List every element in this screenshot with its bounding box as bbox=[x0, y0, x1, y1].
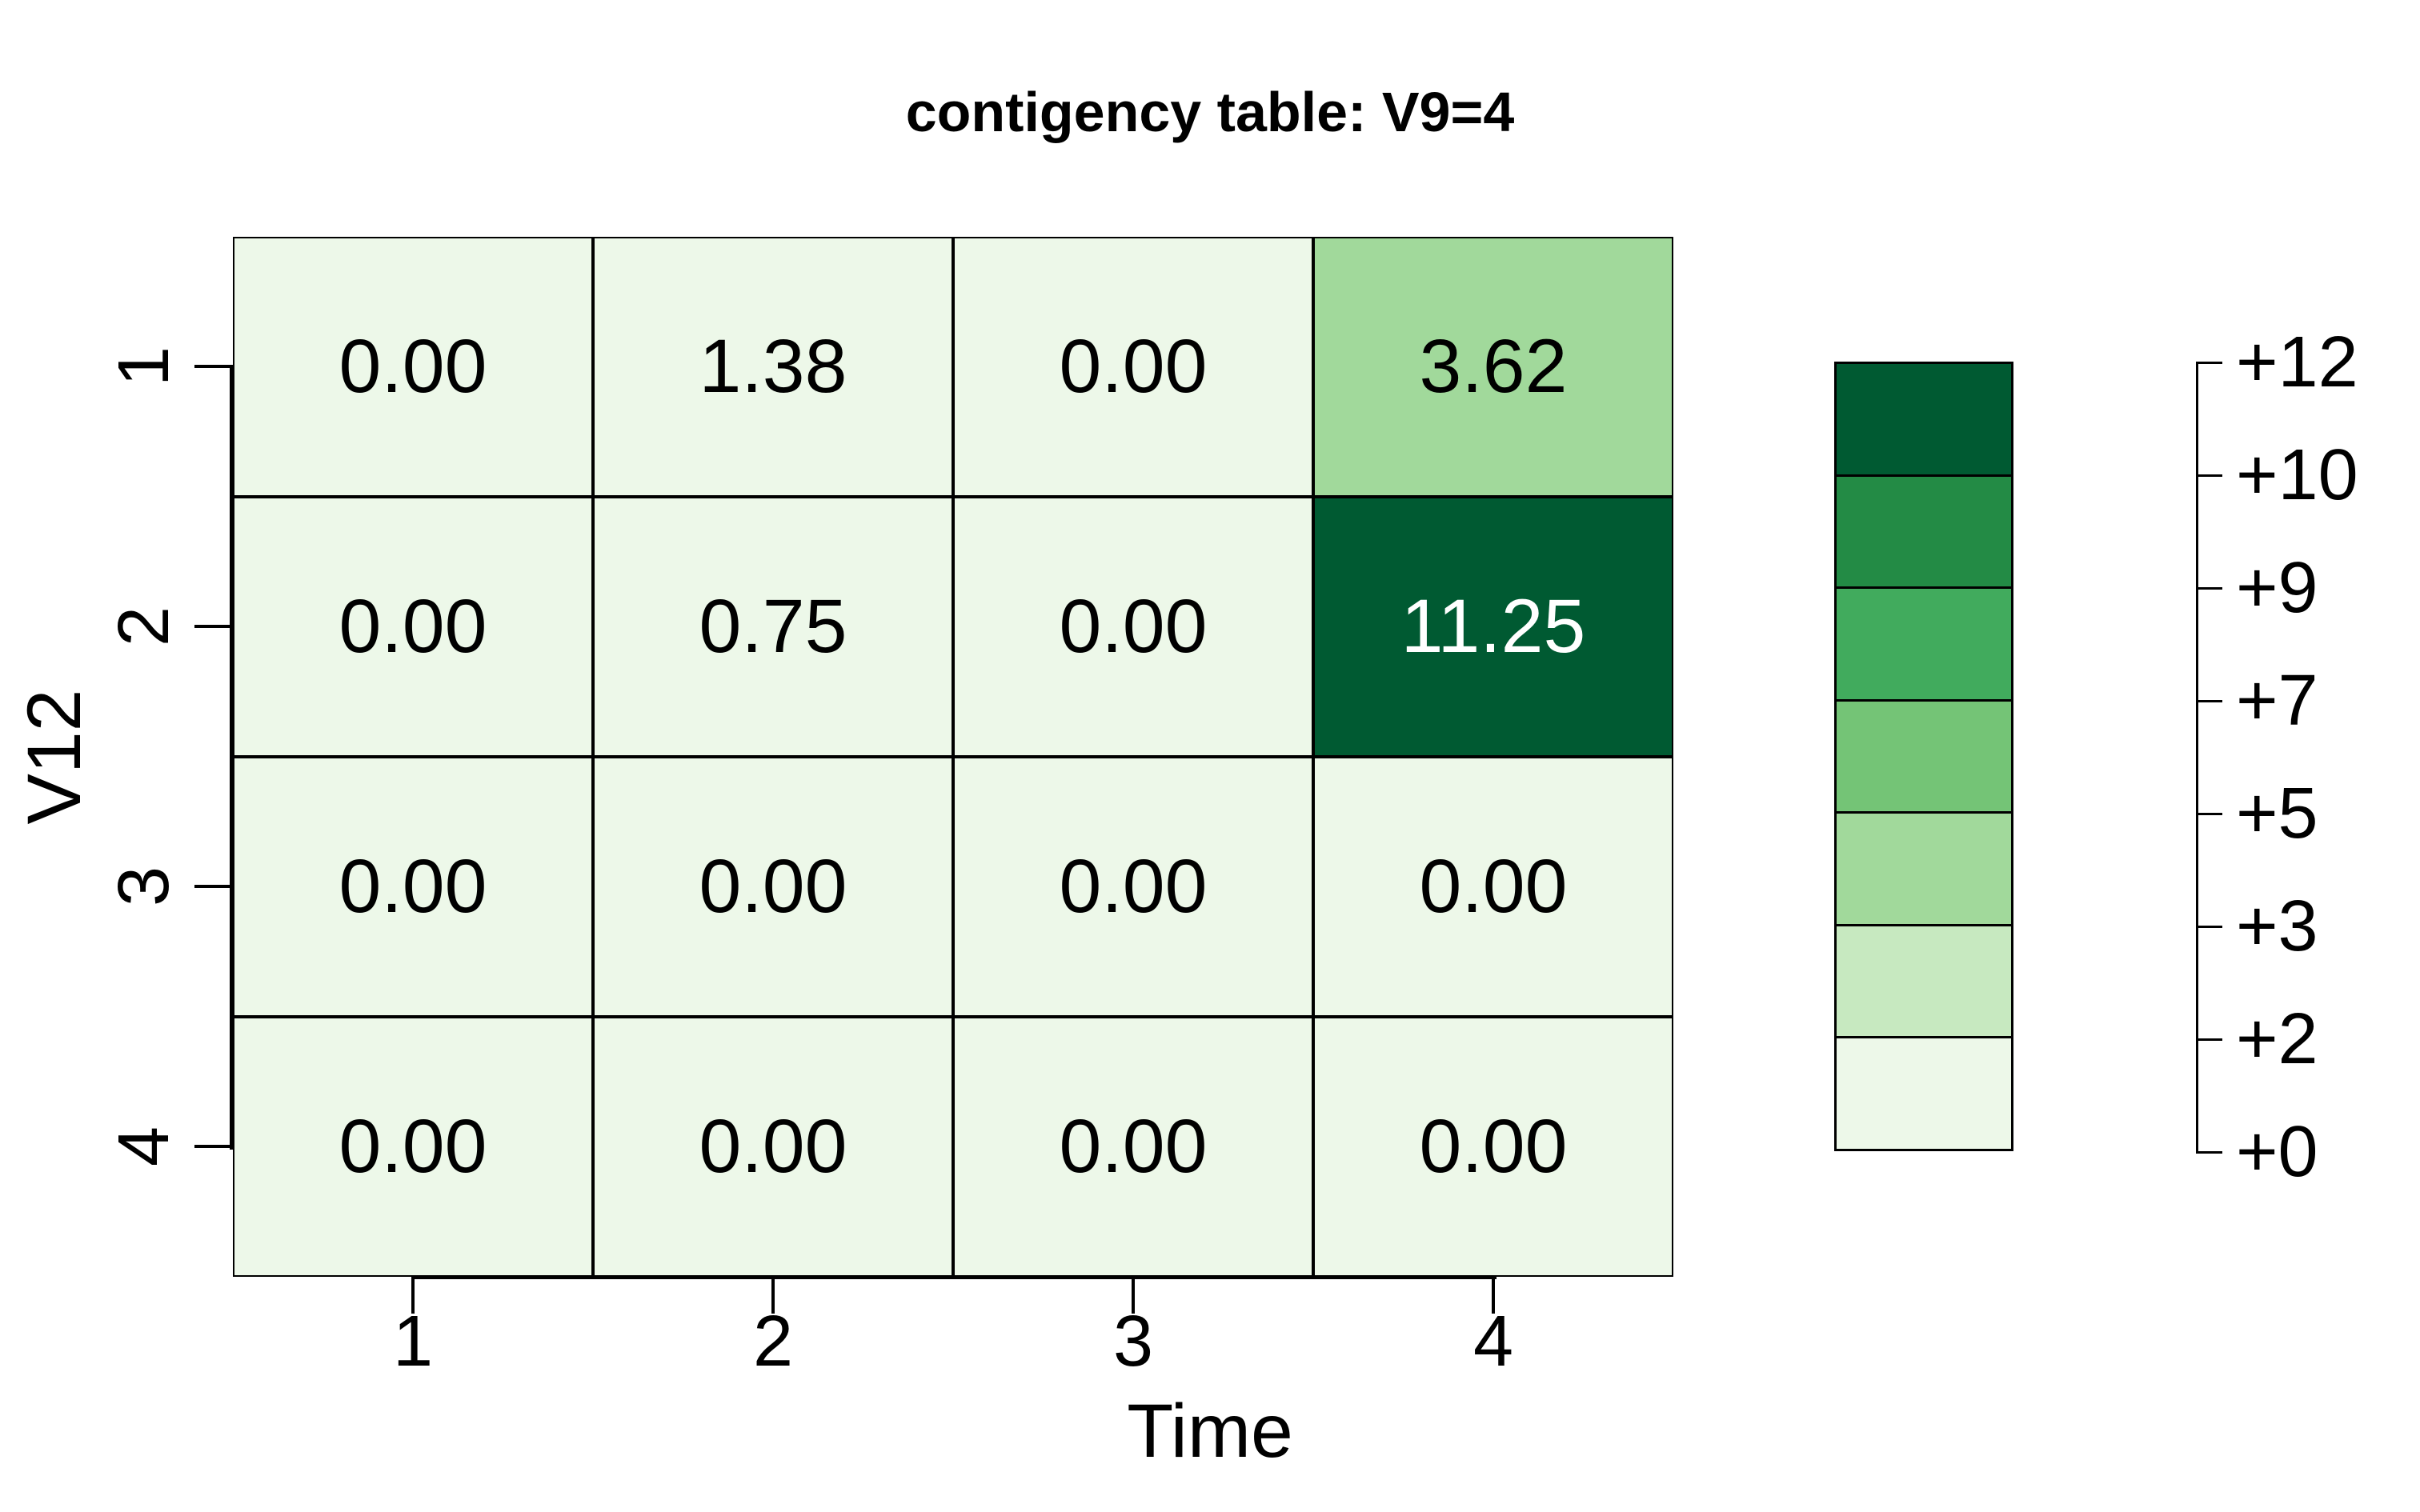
y-axis-tick-3 bbox=[194, 885, 233, 888]
y-axis-line bbox=[230, 365, 234, 1150]
legend-tick-2 bbox=[2196, 474, 2222, 477]
x-tick-label-1: 1 bbox=[392, 1302, 434, 1382]
legend-tick-7 bbox=[2196, 1038, 2222, 1041]
x-axis-title: Time bbox=[1127, 1389, 1293, 1474]
heatmap-cell-r2c3: 0.00 bbox=[953, 497, 1313, 757]
legend-label-3: +9 bbox=[2236, 548, 2318, 628]
legend-color-block-2 bbox=[1837, 474, 2011, 587]
legend-label-7: +2 bbox=[2236, 999, 2318, 1079]
legend-tick-4 bbox=[2196, 700, 2222, 702]
legend-label-1: +12 bbox=[2236, 322, 2358, 402]
legend-color-block-3 bbox=[1837, 586, 2011, 699]
y-axis-tick-1 bbox=[194, 365, 233, 368]
y-tick-label-3: 3 bbox=[104, 866, 184, 907]
heatmap-cell-r1c1: 0.00 bbox=[233, 237, 593, 497]
x-axis-line bbox=[411, 1275, 1496, 1279]
heatmap-cell-r4c4: 0.00 bbox=[1313, 1017, 1673, 1277]
legend-color-block-6 bbox=[1837, 923, 2011, 1037]
legend-tick-1 bbox=[2196, 362, 2222, 364]
chart-title: contigency table: V9=4 bbox=[905, 81, 1515, 143]
legend-axis-line bbox=[2196, 362, 2198, 1154]
y-tick-label-1: 1 bbox=[104, 346, 184, 387]
legend-color-block-7 bbox=[1837, 1036, 2011, 1150]
heatmap-cell-r1c2: 1.38 bbox=[593, 237, 953, 497]
x-axis-tick-3 bbox=[1132, 1277, 1135, 1314]
legend-color-block-1 bbox=[1837, 364, 2011, 474]
heatmap-cell-r2c2: 0.75 bbox=[593, 497, 953, 757]
heatmap-grid: 0.00 1.38 0.00 3.62 0.00 0.75 0.00 11.25… bbox=[233, 237, 1673, 1277]
x-tick-label-2: 2 bbox=[752, 1302, 794, 1382]
legend-color-block-5 bbox=[1837, 811, 2011, 924]
y-axis-tick-2 bbox=[194, 625, 233, 628]
legend-label-4: +7 bbox=[2236, 661, 2318, 741]
x-tick-label-3: 3 bbox=[1112, 1302, 1154, 1382]
y-tick-label-4: 4 bbox=[104, 1126, 184, 1167]
x-tick-label-4: 4 bbox=[1472, 1302, 1514, 1382]
heatmap-cell-r1c3: 0.00 bbox=[953, 237, 1313, 497]
heatmap-cell-r3c1: 0.00 bbox=[233, 757, 593, 1017]
heatmap-cell-r4c3: 0.00 bbox=[953, 1017, 1313, 1277]
legend-tick-6 bbox=[2196, 926, 2222, 928]
heatmap-cell-r4c2: 0.00 bbox=[593, 1017, 953, 1277]
legend-tick-8 bbox=[2196, 1151, 2222, 1154]
heatmap-cell-r2c1: 0.00 bbox=[233, 497, 593, 757]
legend-label-8: +0 bbox=[2236, 1112, 2318, 1192]
legend-label-6: +3 bbox=[2236, 886, 2318, 966]
y-axis-title: V12 bbox=[12, 689, 97, 825]
legend-colorbar bbox=[1834, 362, 2013, 1151]
y-axis-tick-4 bbox=[194, 1145, 233, 1148]
legend-label-5: +5 bbox=[2236, 774, 2318, 854]
heatmap-cell-r3c3: 0.00 bbox=[953, 757, 1313, 1017]
heatmap-cell-r3c4: 0.00 bbox=[1313, 757, 1673, 1017]
legend-label-2: +10 bbox=[2236, 435, 2358, 515]
x-axis-tick-4 bbox=[1492, 1277, 1495, 1314]
y-tick-label-2: 2 bbox=[104, 606, 184, 647]
x-axis-tick-1 bbox=[411, 1277, 415, 1314]
heatmap-cell-r4c1: 0.00 bbox=[233, 1017, 593, 1277]
heatmap-cell-r3c2: 0.00 bbox=[593, 757, 953, 1017]
legend-tick-5 bbox=[2196, 813, 2222, 815]
legend-color-block-4 bbox=[1837, 698, 2011, 812]
legend-tick-3 bbox=[2196, 587, 2222, 590]
heatmap-cell-r1c4: 3.62 bbox=[1313, 237, 1673, 497]
x-axis-tick-2 bbox=[771, 1277, 775, 1314]
heatmap-cell-r2c4: 11.25 bbox=[1313, 497, 1673, 757]
